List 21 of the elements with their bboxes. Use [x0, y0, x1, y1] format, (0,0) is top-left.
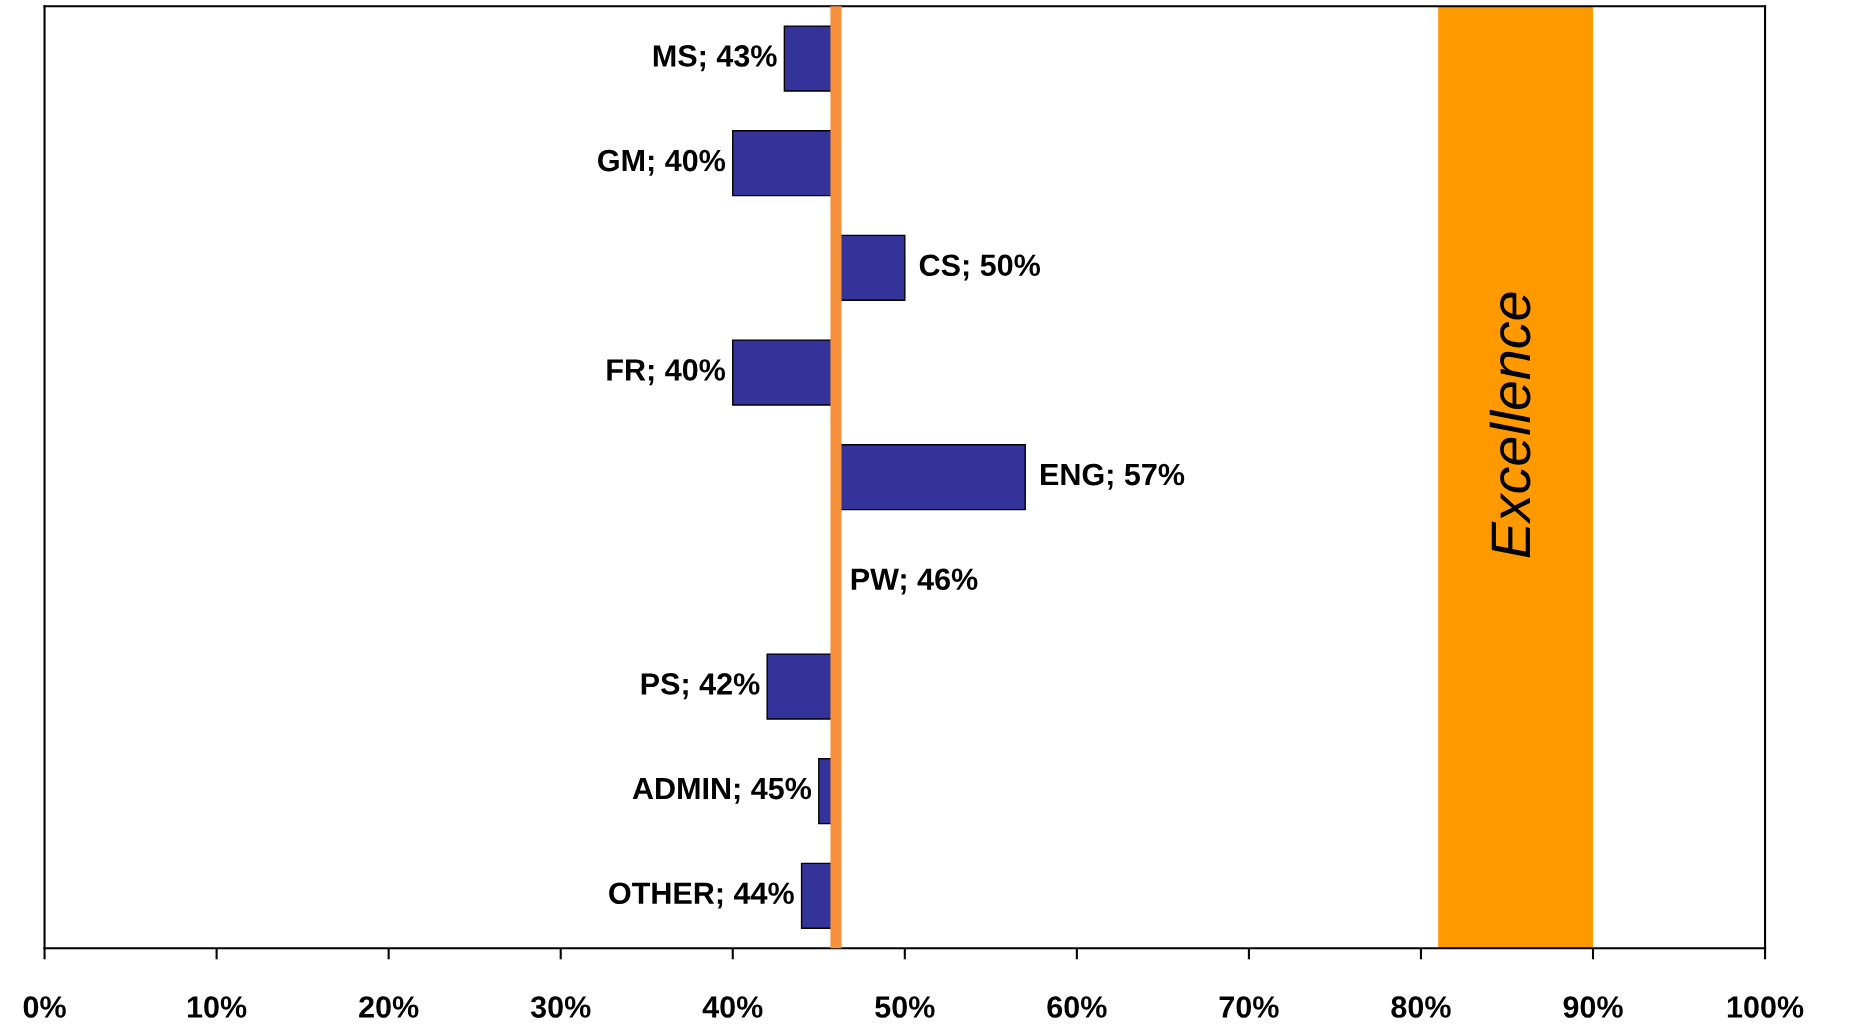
x-tick-label: 80% — [1391, 996, 1451, 1018]
data-label: ENG; 57% — [1041, 463, 1185, 490]
x-tick-label: 10% — [187, 996, 247, 1018]
x-tick-label: 0% — [23, 996, 66, 1018]
x-tick-label: 40% — [702, 996, 763, 1018]
data-label: ADMIN; 45% — [632, 777, 812, 804]
data-label: GM; 40% — [598, 149, 726, 176]
x-tick-label: 60% — [1047, 996, 1107, 1018]
x-tick-label: 90% — [1563, 996, 1623, 1018]
x-tick-label: 20% — [359, 996, 419, 1018]
x-tick-label: 50% — [875, 996, 935, 1018]
text: PW; 46% — [851, 568, 978, 595]
data-label: MS; 43% — [653, 45, 777, 72]
data-label: FR; 40% — [607, 359, 726, 386]
x-tick-label: 30% — [530, 996, 591, 1018]
data-label: OTHER; 44% — [609, 882, 794, 909]
x-tick-label: 70% — [1219, 996, 1279, 1018]
band-label: Excellence — [1489, 292, 1531, 558]
data-label: PS; 42% — [641, 673, 760, 700]
x-tick-label: 100% — [1727, 996, 1804, 1018]
data-label: CS; 50% — [919, 254, 1041, 281]
